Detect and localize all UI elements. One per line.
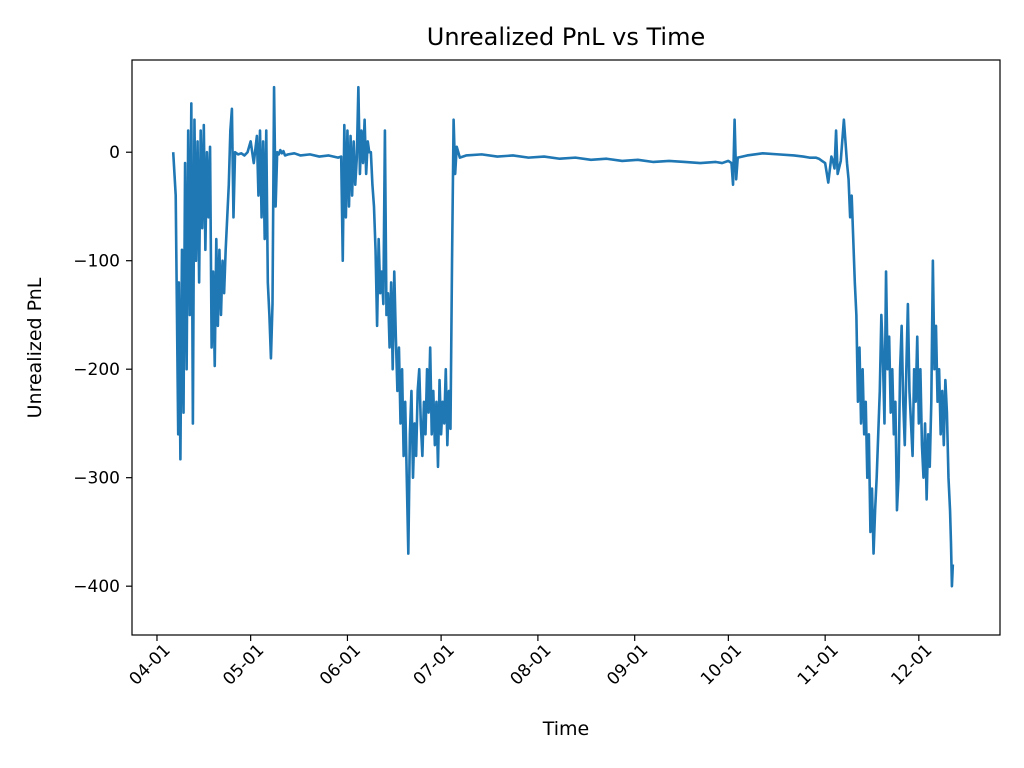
x-tick-label: 09-01 (603, 640, 652, 689)
plot-area (131, 59, 1001, 636)
y-tick-label: −300 (73, 469, 120, 489)
y-tick-label: −200 (73, 360, 120, 380)
x-tick-label: 08-01 (506, 640, 555, 689)
series-line-1 (171, 85, 955, 588)
y-axis-label: Unrealized PnL (24, 277, 46, 418)
x-tick-label: 06-01 (316, 640, 365, 689)
x-axis-label: Time (542, 718, 590, 740)
x-tick-label: 10-01 (697, 640, 746, 689)
chart-title: Unrealized PnL vs Time (427, 23, 705, 51)
x-tick-label: 12-01 (887, 640, 936, 689)
y-tick-label: −400 (73, 577, 120, 597)
x-tick-label: 07-01 (410, 640, 459, 689)
x-tick-label: 04-01 (126, 640, 175, 689)
y-tick-label: −100 (73, 252, 120, 272)
y-tick-label: 0 (109, 143, 120, 163)
x-tick-label: 11-01 (794, 640, 843, 689)
x-axis: 04-01 05-01 06-01 07-01 08-01 09-01 10-01 11-01… (126, 635, 936, 689)
y-axis: 0 −100 −200 −300 −400 (73, 143, 132, 597)
x-tick-label: 05-01 (219, 640, 268, 689)
axes-frame (131, 59, 1001, 636)
